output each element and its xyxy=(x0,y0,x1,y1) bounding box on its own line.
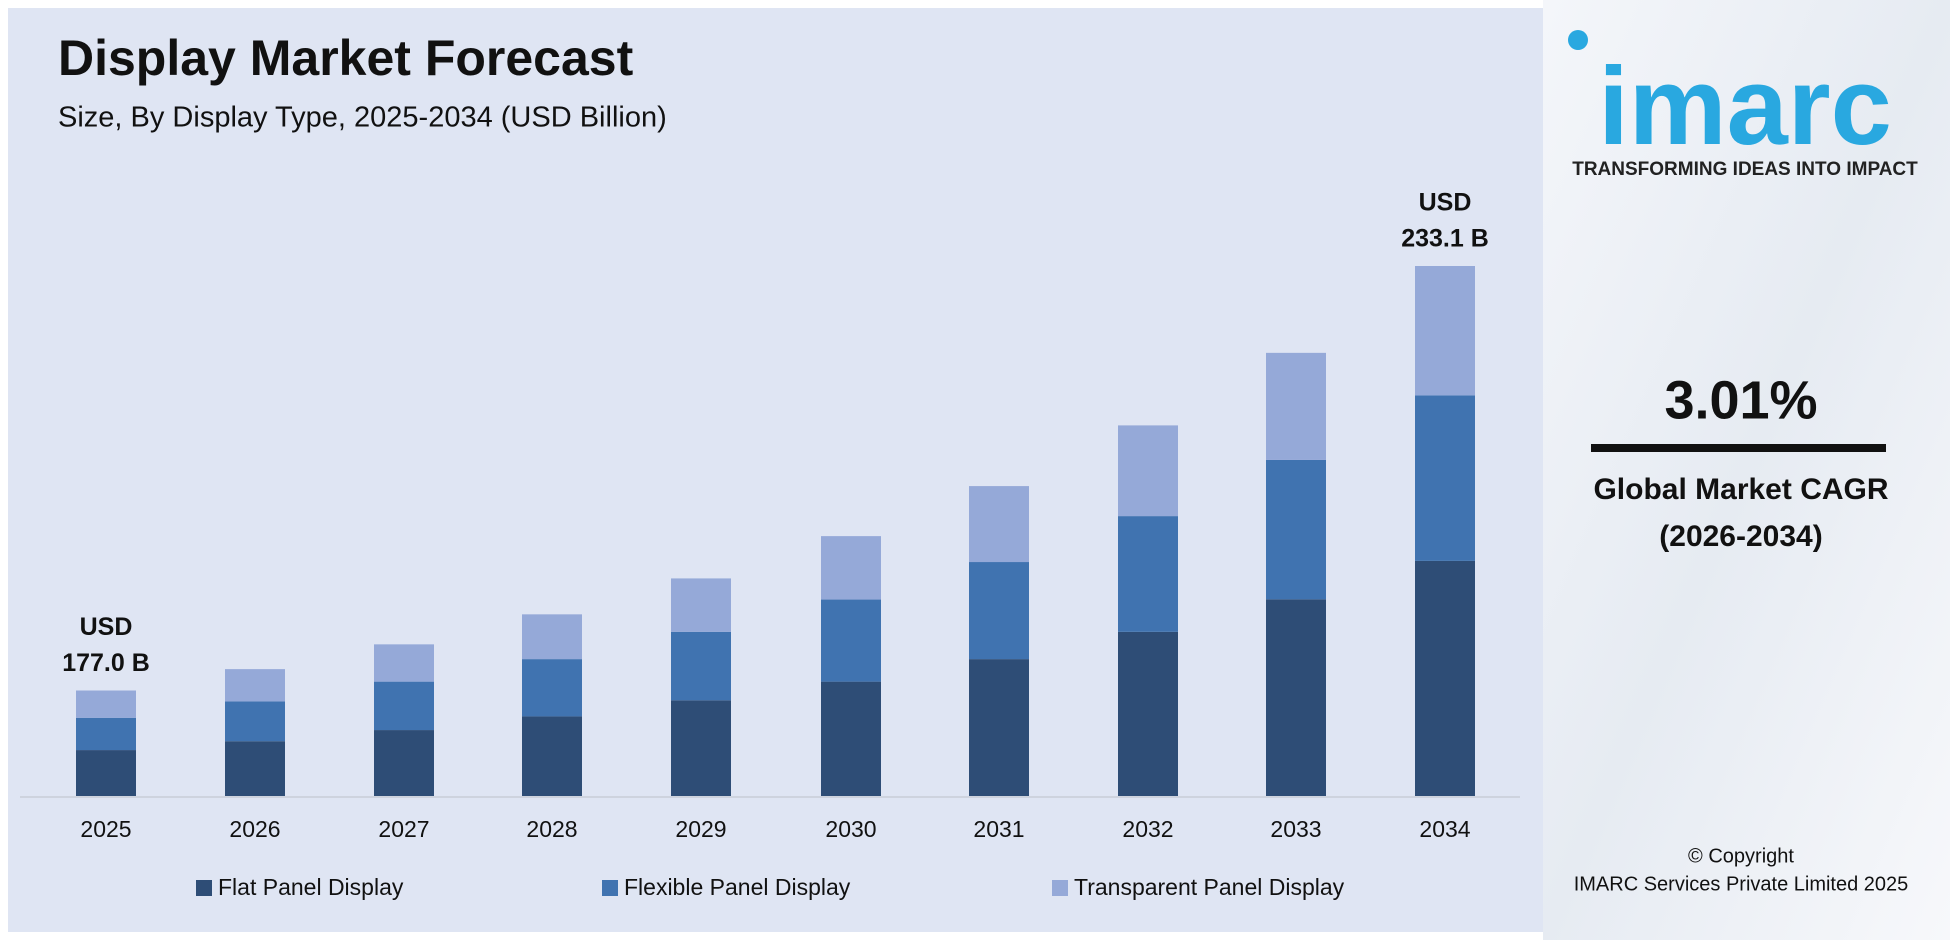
bar-segment xyxy=(522,614,582,660)
x-tick-label: 2032 xyxy=(1122,816,1173,842)
x-tick-label: 2027 xyxy=(378,816,429,842)
bar-segment xyxy=(374,644,434,682)
tagline: TRANSFORMING IDEAS INTO IMPACT xyxy=(1572,159,1918,180)
bar-segment xyxy=(522,716,582,796)
chart-title: Display Market Forecast xyxy=(58,30,634,86)
bar-segment xyxy=(671,700,731,796)
annotation: 233.1 B xyxy=(1401,225,1489,253)
bar-segment xyxy=(1415,395,1475,561)
x-tick-label: 2031 xyxy=(973,816,1024,842)
legend-label: Transparent Panel Display xyxy=(1074,874,1345,900)
legend-swatch xyxy=(196,880,212,896)
bar-segment xyxy=(969,659,1029,796)
cagr-value: 3.01% xyxy=(1664,370,1817,430)
legend-swatch xyxy=(1052,880,1068,896)
annotation: 177.0 B xyxy=(62,649,150,677)
bar-segment xyxy=(671,578,731,632)
chart-subtitle: Size, By Display Type, 2025-2034 (USD Bi… xyxy=(58,102,667,134)
cagr-label: Global Market CAGR xyxy=(1593,473,1888,506)
bar-segment xyxy=(374,681,434,731)
bar-segment xyxy=(1266,352,1326,460)
bar-segment xyxy=(225,741,285,796)
x-tick-label: 2034 xyxy=(1419,816,1470,842)
bar-segment xyxy=(821,681,881,796)
bar-segment xyxy=(76,690,136,718)
x-tick-label: 2026 xyxy=(229,816,280,842)
cagr-period: (2026-2034) xyxy=(1659,520,1822,553)
bar-segment xyxy=(225,701,285,742)
bar-segment xyxy=(1266,599,1326,796)
bar-segment xyxy=(821,536,881,600)
bar-segment xyxy=(76,717,136,751)
bar-segment xyxy=(969,486,1029,563)
bar-segment xyxy=(671,631,731,701)
annotation: USD xyxy=(80,613,133,641)
bar-segment xyxy=(1415,266,1475,396)
logo: imarc xyxy=(1598,45,1892,168)
bar-segment xyxy=(1415,560,1475,796)
bar-segment xyxy=(1118,516,1178,632)
legend-swatch xyxy=(602,880,618,896)
x-tick-label: 2025 xyxy=(80,816,131,842)
logo-dot xyxy=(1568,30,1588,50)
x-tick-label: 2033 xyxy=(1270,816,1321,842)
bar-segment xyxy=(1118,631,1178,796)
bar-segment xyxy=(821,599,881,682)
x-tick-label: 2029 xyxy=(675,816,726,842)
bar-segment xyxy=(522,659,582,717)
bar-segment xyxy=(1266,459,1326,600)
legend-label: Flat Panel Display xyxy=(218,874,404,900)
bar-segment xyxy=(374,730,434,796)
bar-segment xyxy=(76,750,136,796)
x-tick-label: 2028 xyxy=(526,816,577,842)
copyright-owner: IMARC Services Private Limited 2025 xyxy=(1574,873,1909,895)
legend-label: Flexible Panel Display xyxy=(624,874,851,900)
sidebar-panel xyxy=(1543,0,1950,940)
copyright: © Copyright xyxy=(1688,845,1794,867)
x-tick-label: 2030 xyxy=(825,816,876,842)
annotation: USD xyxy=(1419,189,1472,217)
bar-segment xyxy=(225,669,285,702)
bar-segment xyxy=(1118,425,1178,517)
bar-segment xyxy=(969,562,1029,660)
